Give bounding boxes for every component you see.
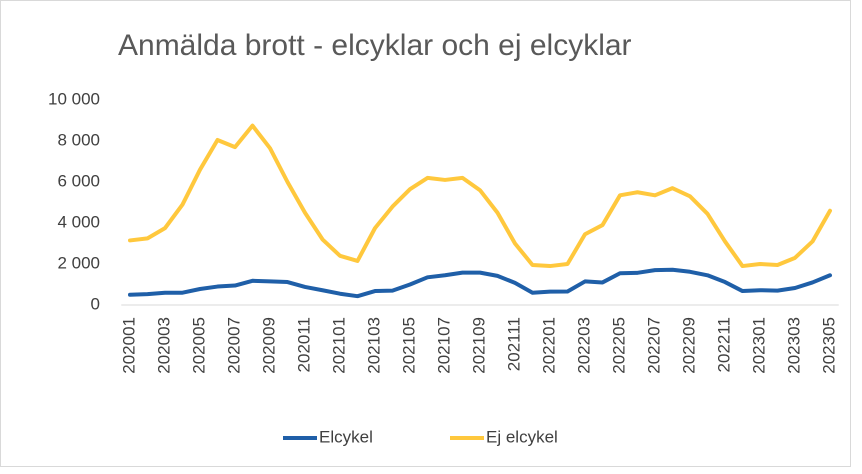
x-tick-label: 202109 (469, 317, 488, 374)
x-tick-label: 202005 (189, 317, 208, 374)
chart-title: Anmälda brott - elcyklar och ej elcyklar (118, 29, 632, 62)
x-tick-label: 202301 (749, 317, 768, 374)
x-tick-label: 202009 (259, 317, 278, 374)
legend-label: Elcykel (319, 427, 373, 446)
chart-border (0, 0, 851, 467)
x-tick-label: 202103 (364, 317, 383, 374)
legend-label: Ej elcykel (486, 427, 558, 446)
x-tick-label: 202305 (819, 317, 838, 374)
x-tick-label: 202001 (119, 317, 138, 374)
x-tick-label: 202203 (574, 317, 593, 374)
x-tick-label: 202211 (714, 317, 733, 372)
x-tick-label: 202011 (294, 317, 313, 372)
y-tick-label: 6 000 (57, 171, 100, 190)
x-tick-label: 202207 (644, 317, 663, 374)
x-tick-label: 202209 (679, 317, 698, 374)
x-tick-label: 202303 (784, 317, 803, 374)
x-tick-label: 202205 (609, 317, 628, 374)
y-tick-label: 2 000 (57, 253, 100, 272)
y-tick-label: 0 (91, 294, 100, 313)
y-tick-label: 10 000 (48, 89, 100, 108)
x-tick-label: 202007 (224, 317, 243, 374)
x-tick-label: 202105 (399, 317, 418, 374)
x-tick-label: 202201 (539, 317, 558, 374)
x-tick-label: 202111 (504, 317, 523, 371)
x-tick-label: 202107 (434, 317, 453, 374)
y-tick-label: 4 000 (57, 212, 100, 231)
y-tick-label: 8 000 (57, 130, 100, 149)
x-tick-label: 202003 (154, 317, 173, 374)
x-tick-label: 202101 (329, 317, 348, 374)
series-line (128, 123, 832, 269)
series-line (128, 267, 832, 299)
